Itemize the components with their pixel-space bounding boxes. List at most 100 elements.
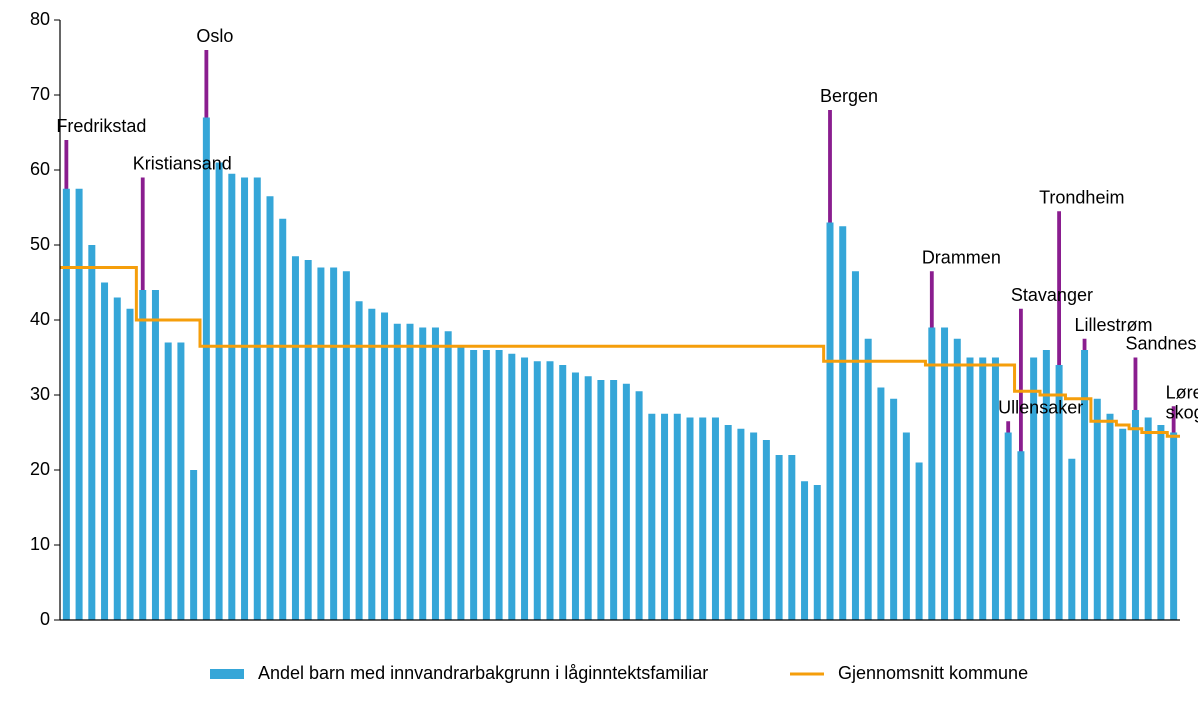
bar (763, 440, 770, 620)
city-label: skog (1166, 402, 1198, 422)
bar (190, 470, 197, 620)
bar (508, 354, 515, 620)
ytick-label: 0 (40, 609, 50, 629)
bar (228, 174, 235, 620)
bar (979, 358, 986, 621)
bar (1107, 414, 1114, 620)
bar (76, 189, 83, 620)
bar (496, 350, 503, 620)
bar (381, 313, 388, 621)
bar (407, 324, 414, 620)
bar (457, 346, 464, 620)
bar (1094, 399, 1101, 620)
bar (1145, 418, 1152, 621)
bar (1157, 425, 1164, 620)
bar (470, 350, 477, 620)
bar (101, 283, 108, 621)
bar (737, 429, 744, 620)
bar (127, 309, 134, 620)
bar (63, 189, 70, 620)
bar (534, 361, 541, 620)
bar (547, 361, 554, 620)
bar (788, 455, 795, 620)
chart-container: 01020304050607080FredrikstadKristiansand… (0, 0, 1198, 708)
bar (88, 245, 95, 620)
bar (1119, 429, 1126, 620)
bar (343, 271, 350, 620)
bar (903, 433, 910, 621)
bar (1170, 433, 1177, 621)
bar (1068, 459, 1075, 620)
bar (483, 350, 490, 620)
bar (967, 358, 974, 621)
bar (852, 271, 859, 620)
ytick-label: 70 (30, 84, 50, 104)
city-label: Løren- (1166, 382, 1198, 402)
ytick-label: 40 (30, 309, 50, 329)
bar (152, 290, 159, 620)
ytick-label: 80 (30, 9, 50, 29)
bar (559, 365, 566, 620)
bar (356, 301, 363, 620)
ytick-label: 20 (30, 459, 50, 479)
bar (776, 455, 783, 620)
bar (699, 418, 706, 621)
bar (687, 418, 694, 621)
bar (916, 463, 923, 621)
bar (394, 324, 401, 620)
bar (241, 178, 248, 621)
bar (177, 343, 184, 621)
bar (877, 388, 884, 621)
city-label: Kristiansand (133, 154, 232, 174)
ytick-label: 10 (30, 534, 50, 554)
bar (1017, 451, 1024, 620)
bar (597, 380, 604, 620)
bar (636, 391, 643, 620)
bar (292, 256, 299, 620)
bar (432, 328, 439, 621)
bar (712, 418, 719, 621)
bar (814, 485, 821, 620)
city-label: Oslo (196, 26, 233, 46)
bar (750, 433, 757, 621)
bar (254, 178, 261, 621)
bar (165, 343, 172, 621)
bar (648, 414, 655, 620)
bar (203, 118, 210, 621)
bar (1132, 410, 1139, 620)
bar (954, 339, 961, 620)
legend-label: Andel barn med innvandrarbakgrunn i lågi… (258, 663, 708, 683)
city-label: Sandnes (1125, 334, 1196, 354)
bar (623, 384, 630, 620)
bar (305, 260, 312, 620)
bar (216, 163, 223, 621)
city-label: Drammen (922, 247, 1001, 267)
bar (661, 414, 668, 620)
bar (1005, 433, 1012, 621)
bar (445, 331, 452, 620)
bar (419, 328, 426, 621)
bar (521, 358, 528, 621)
bar (330, 268, 337, 621)
bar (1043, 350, 1050, 620)
bar (941, 328, 948, 621)
bar (1081, 350, 1088, 620)
city-label: Trondheim (1039, 187, 1124, 207)
city-label: Stavanger (1011, 285, 1093, 305)
ytick-label: 30 (30, 384, 50, 404)
bar (801, 481, 808, 620)
bar (890, 399, 897, 620)
bar (585, 376, 592, 620)
bar (827, 223, 834, 621)
bar (114, 298, 121, 621)
chart-svg: 01020304050607080FredrikstadKristiansand… (0, 0, 1198, 708)
bar (725, 425, 732, 620)
city-label: Ullensaker (998, 397, 1083, 417)
bar (279, 219, 286, 620)
bar (267, 196, 274, 620)
bar (139, 290, 146, 620)
ytick-label: 60 (30, 159, 50, 179)
bar (674, 414, 681, 620)
bar (610, 380, 617, 620)
bar (865, 339, 872, 620)
